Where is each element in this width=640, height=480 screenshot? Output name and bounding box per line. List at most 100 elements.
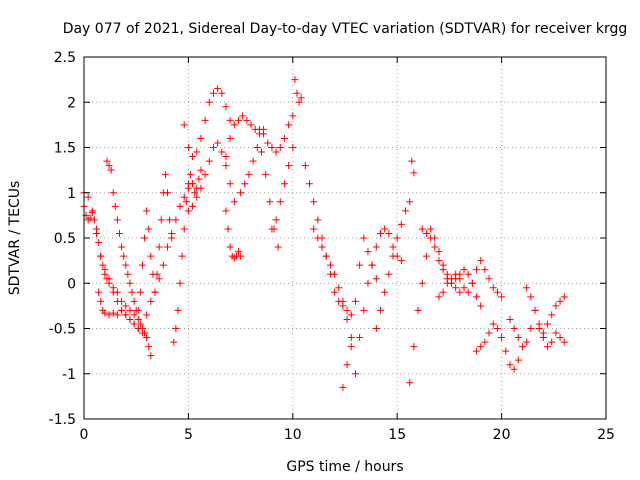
data-point: [255, 125, 263, 133]
data-point: [322, 252, 330, 260]
data-point: [101, 270, 109, 278]
data-point: [385, 229, 393, 237]
data-point: [326, 261, 334, 269]
data-point: [506, 315, 514, 323]
data-point: [301, 162, 309, 170]
data-point: [556, 334, 564, 342]
data-point: [523, 284, 531, 292]
data-point: [172, 216, 180, 224]
data-point: [84, 193, 92, 201]
data-point: [544, 343, 552, 351]
data-point: [189, 202, 197, 210]
data-point: [197, 134, 205, 142]
data-point: [147, 252, 155, 260]
data-point: [224, 225, 232, 233]
data-point: [360, 306, 368, 314]
data-point: [518, 343, 526, 351]
data-point: [427, 225, 435, 233]
data-point: [406, 379, 414, 387]
data-point: [297, 94, 305, 102]
data-point: [339, 383, 347, 391]
axis-ticks: 0 5 10 15 20 25 -1.5 -1 -0.5 0 0.5 1 1.5 2 2.5: [49, 50, 615, 443]
data-point: [134, 315, 142, 323]
data-point: [130, 297, 138, 305]
data-point: [101, 309, 109, 317]
data-point: [151, 288, 159, 296]
data-point: [422, 229, 430, 237]
data-point: [473, 266, 481, 274]
data-point: [86, 214, 94, 222]
data-point: [168, 229, 176, 237]
data-point: [249, 157, 257, 165]
data-point: [285, 162, 293, 170]
data-point: [289, 144, 297, 151]
data-point: [97, 297, 105, 305]
data-point: [514, 356, 522, 364]
data-point: [126, 315, 134, 323]
data-point: [347, 334, 355, 342]
data-point: [402, 207, 410, 215]
data-point: [97, 252, 105, 260]
data-point: [189, 153, 197, 161]
data-point: [235, 116, 243, 124]
data-point: [126, 279, 134, 287]
data-point: [560, 338, 568, 346]
y-tick-label: 0.5: [54, 231, 76, 247]
data-point: [293, 89, 301, 97]
data-point: [385, 270, 393, 278]
x-tick-label: 0: [80, 427, 89, 443]
data-point: [351, 370, 359, 378]
data-point: [460, 266, 468, 274]
data-point: [176, 202, 184, 210]
data-point: [128, 288, 136, 296]
data-point: [560, 293, 568, 301]
data-point: [477, 257, 485, 265]
data-point: [291, 76, 299, 84]
data-point: [130, 320, 138, 328]
data-point: [306, 180, 314, 188]
data-point: [393, 234, 401, 242]
data-point: [406, 198, 414, 206]
x-tick-label: 15: [388, 427, 406, 443]
y-tick-label: 1.5: [54, 141, 76, 157]
data-point: [274, 243, 282, 251]
data-point: [276, 198, 284, 206]
data-point: [456, 288, 464, 296]
data-point: [105, 311, 113, 319]
data-point: [464, 288, 472, 296]
data-point: [439, 266, 447, 274]
data-point: [389, 243, 397, 251]
data-point: [452, 270, 460, 278]
data-point: [174, 306, 182, 314]
data-point: [266, 198, 274, 206]
data-point: [535, 325, 543, 332]
data-point: [268, 225, 276, 233]
data-point: [161, 171, 169, 179]
data-point: [548, 338, 556, 346]
data-point: [214, 139, 222, 147]
data-point: [201, 116, 209, 124]
data-point: [556, 297, 564, 305]
data-point: [88, 209, 96, 217]
y-tick-label: -0.5: [49, 322, 76, 338]
y-tick-label: -1.5: [49, 412, 76, 428]
data-point: [435, 257, 443, 265]
data-point: [523, 338, 531, 346]
data-point: [235, 248, 243, 256]
data-point: [485, 275, 493, 283]
data-point: [245, 171, 253, 179]
data-point: [544, 320, 552, 328]
data-point: [118, 306, 126, 314]
data-point: [498, 334, 506, 342]
data-point: [389, 252, 397, 260]
y-axis-label: SDTVAR / TECUs: [7, 181, 23, 296]
data-point: [339, 297, 347, 305]
data-point: [218, 148, 226, 156]
data-point: [435, 293, 443, 301]
data-point: [138, 261, 146, 269]
data-point: [481, 338, 489, 346]
data-point: [418, 279, 426, 287]
data-point: [111, 202, 119, 210]
data-point: [138, 325, 146, 332]
data-point: [180, 121, 188, 129]
